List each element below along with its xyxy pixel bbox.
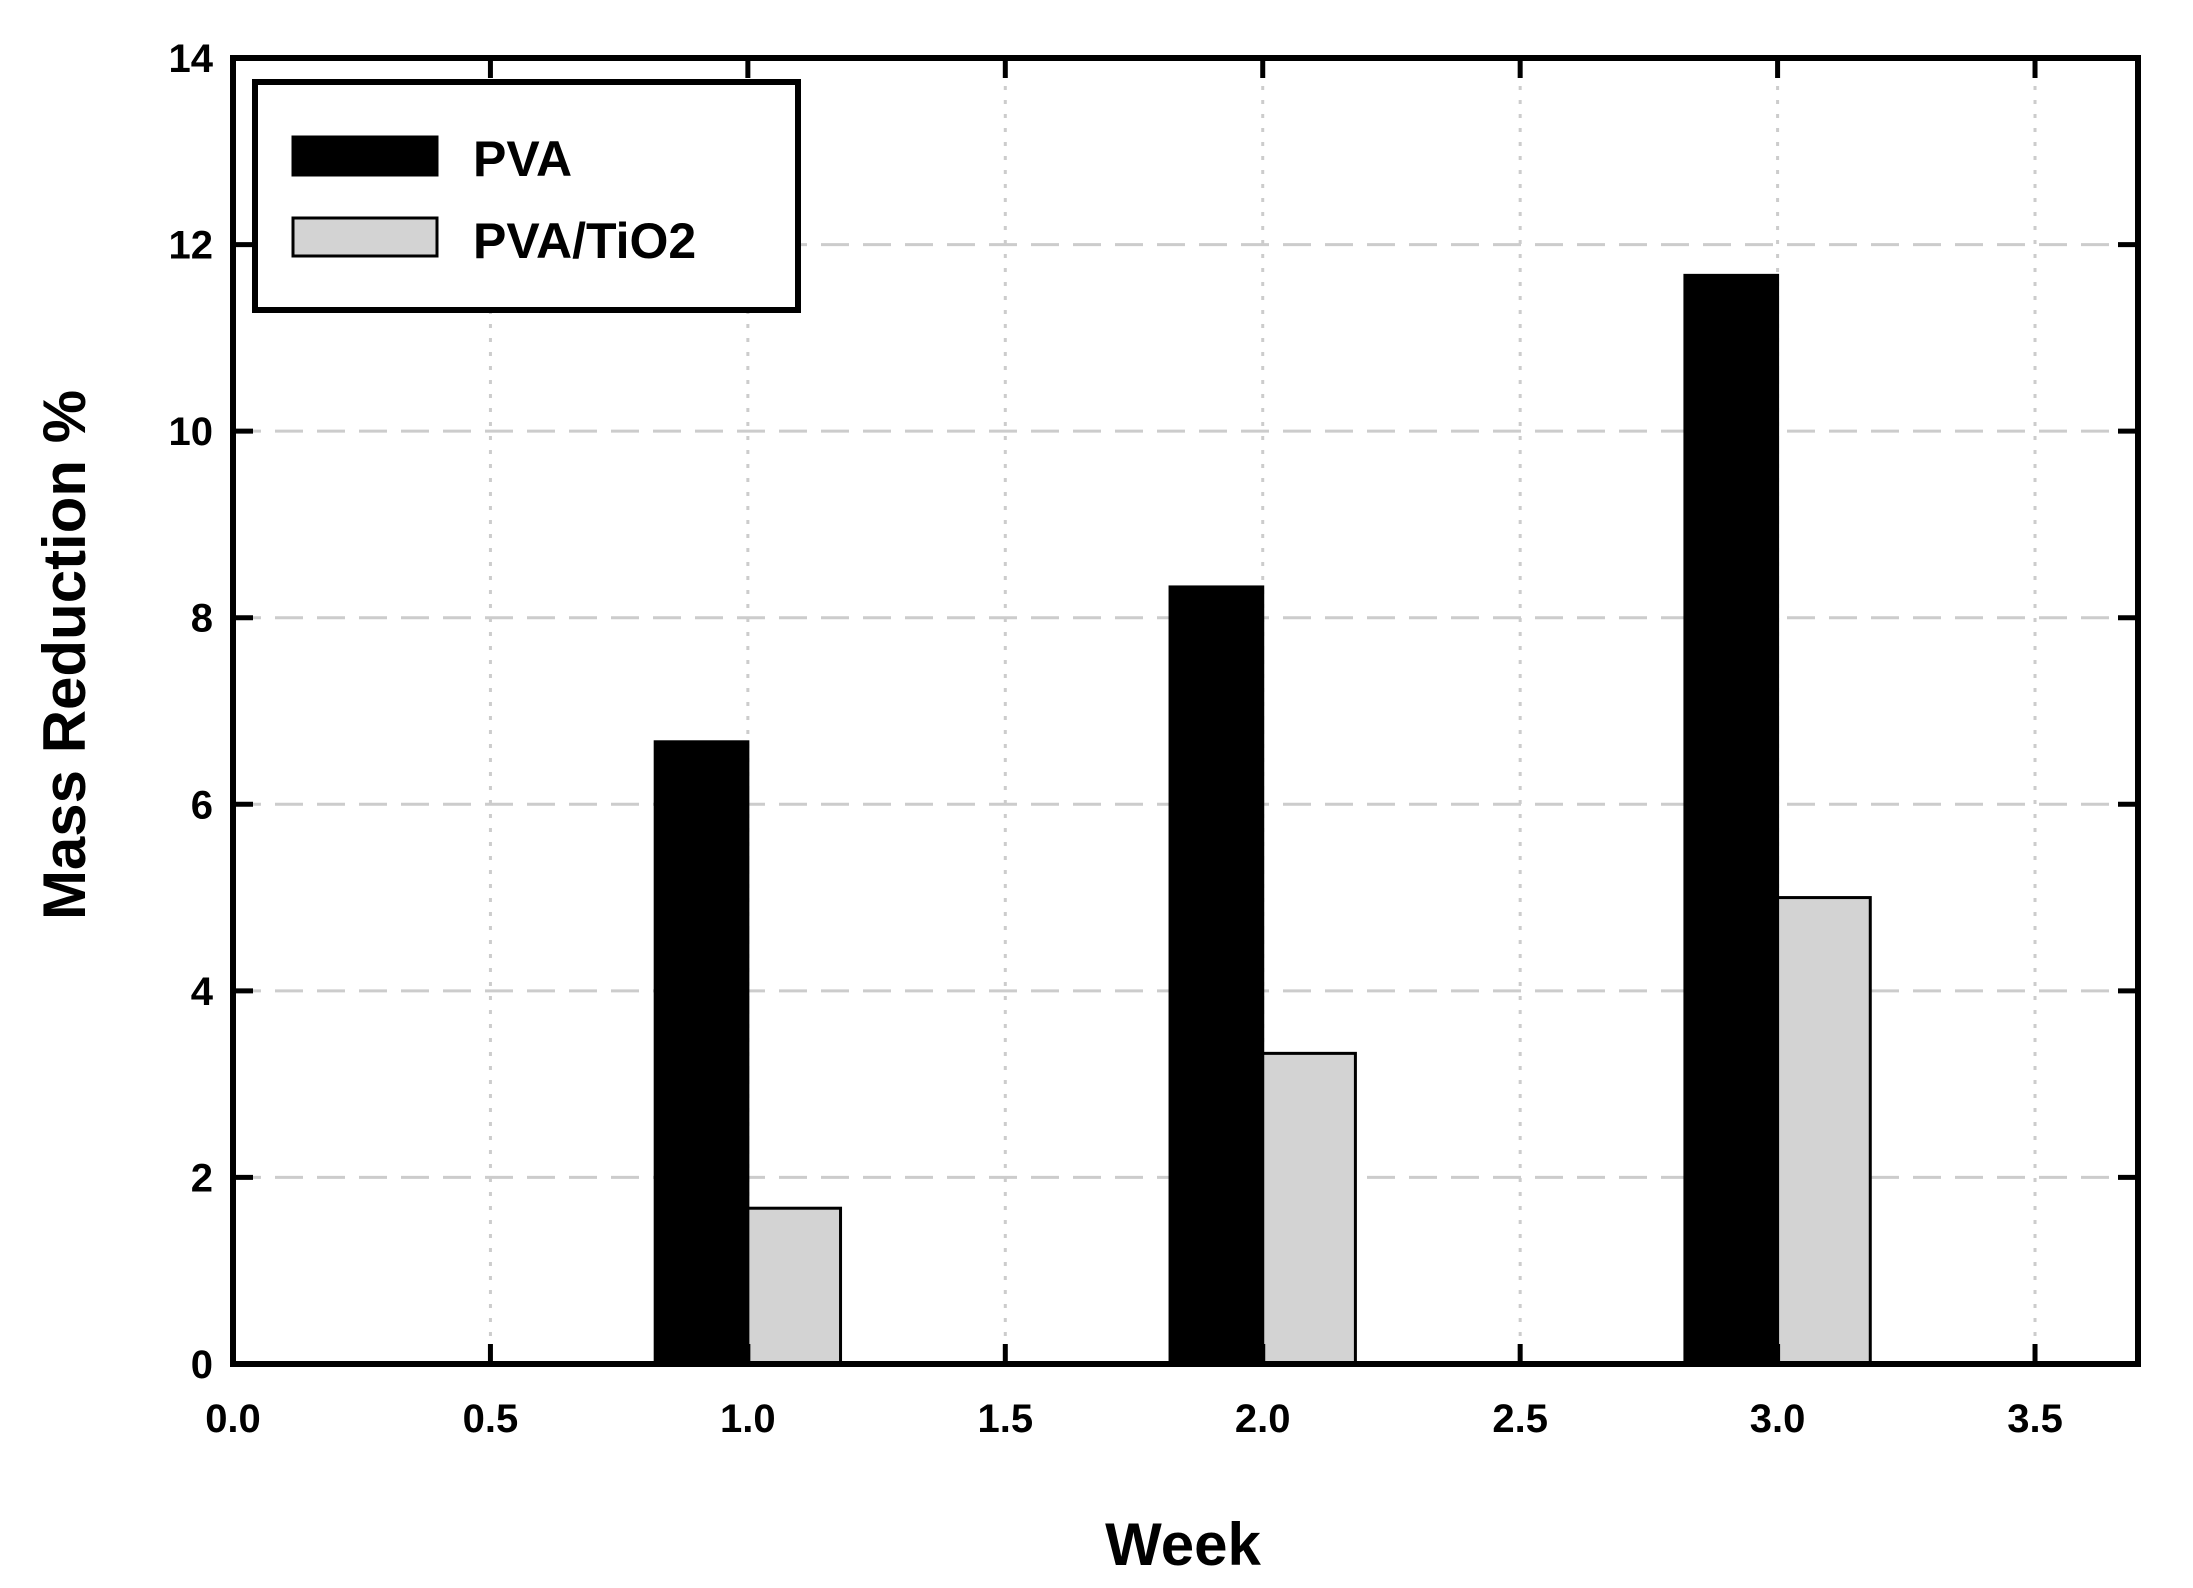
y-tick-label: 4 <box>191 970 214 1014</box>
plot-frame <box>230 55 2141 1367</box>
bars <box>653 273 1872 1366</box>
legend-label-pva: PVA <box>473 131 572 187</box>
y-tick-label: 0 <box>191 1343 213 1387</box>
x-axis-title: Week <box>1105 1511 1261 1578</box>
legend-box <box>252 79 801 313</box>
x-tick-label: 0.0 <box>205 1397 261 1441</box>
bar-pva-tio2-week-3 <box>1776 896 1872 1366</box>
y-tick-label: 2 <box>191 1156 213 1200</box>
x-tick-label: 2.5 <box>1492 1397 1548 1441</box>
legend-swatch-pva-tio2 <box>291 216 439 258</box>
legend: PVA PVA/TiO2 <box>252 79 801 313</box>
bar-pva-tio2-week-1 <box>746 1206 843 1366</box>
bar-pva-week-3 <box>1683 273 1780 1366</box>
y-tick-labels: 0 2 4 6 8 10 12 14 <box>169 37 214 1387</box>
x-tick-label: 1.5 <box>977 1397 1033 1441</box>
x-tick-label: 3.5 <box>2007 1397 2063 1441</box>
bar-pva-tio2-week-2 <box>1261 1051 1357 1366</box>
bar-pva-week-1 <box>653 740 750 1366</box>
x-tick-label: 3.0 <box>1750 1397 1806 1441</box>
y-tick-label: 8 <box>191 597 213 641</box>
y-tick-label: 14 <box>169 37 214 81</box>
x-tick-labels: 0.0 0.5 1.0 1.5 2.0 2.5 3.0 3.5 <box>205 1397 2063 1441</box>
bar-pva-week-2 <box>1168 585 1265 1366</box>
y-tick-label: 10 <box>169 410 214 454</box>
y-axis-title: Mass Reduction % <box>31 390 98 920</box>
axis-ticks <box>230 55 2138 1367</box>
x-tick-label: 1.0 <box>720 1397 776 1441</box>
y-tick-label: 6 <box>191 783 213 827</box>
legend-swatch-pva <box>291 135 439 177</box>
y-tick-label: 12 <box>169 224 214 268</box>
x-tick-label: 0.5 <box>463 1397 519 1441</box>
legend-label-pva-tio2: PVA/TiO2 <box>473 213 696 269</box>
x-tick-label: 2.0 <box>1235 1397 1291 1441</box>
